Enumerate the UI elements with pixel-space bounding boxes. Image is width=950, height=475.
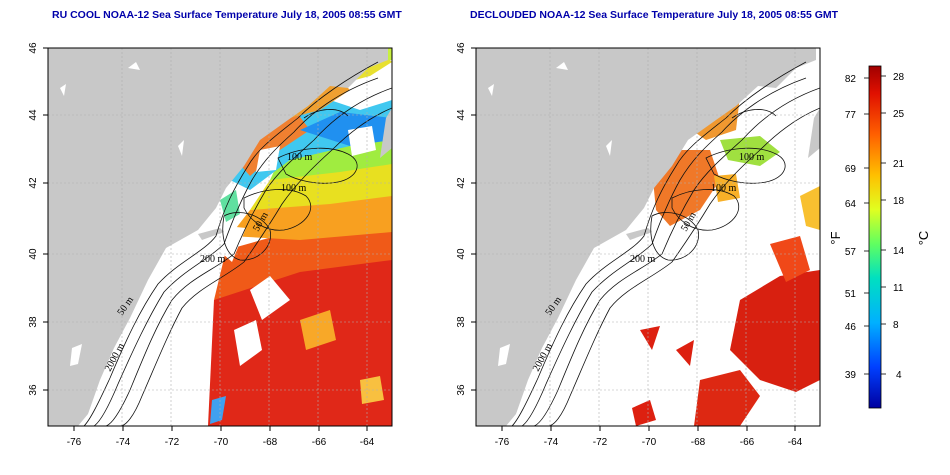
right-lon-tick: -66 <box>740 437 755 448</box>
left-lon-tick: -74 <box>116 437 131 448</box>
left-contour-label-1: 100 m <box>287 152 313 163</box>
right-lat-tick: 38 <box>456 316 467 328</box>
f-tick: 46 <box>845 322 857 333</box>
c-tick: 25 <box>893 109 905 120</box>
c-tick: 18 <box>893 196 905 207</box>
right-lon-tick: -68 <box>691 437 706 448</box>
right-lon-tick: -76 <box>495 437 510 448</box>
right-contour-label-4: 200 m <box>630 254 656 265</box>
c-tick: 28 <box>893 72 905 83</box>
colorbar-unit-fahrenheit: °F <box>828 231 843 244</box>
colorbar-celsius-ticks: 28 25 21 18 14 11 8 4 <box>893 72 905 381</box>
right-lon-axis: -76 -74 -72 -70 -68 -66 -64 <box>495 437 803 448</box>
left-lon-tick: -70 <box>214 437 229 448</box>
c-tick: 21 <box>893 159 905 170</box>
left-contour-label-2: 100 m <box>281 183 307 194</box>
f-tick: 57 <box>845 247 857 258</box>
right-contour-label-1: 100 m <box>739 152 765 163</box>
left-map-panel: 100 m 100 m 50 m 200 m 50 m 2000 m -76 -… <box>28 42 392 448</box>
left-lon-axis: -76 -74 -72 -70 -68 -66 -64 <box>67 437 375 448</box>
f-tick: 39 <box>845 370 857 381</box>
right-lat-axis: 46 44 42 40 38 36 <box>456 42 467 396</box>
left-lat-tick: 46 <box>28 42 39 54</box>
left-lat-tick: 40 <box>28 248 39 260</box>
left-lon-tick: -76 <box>67 437 82 448</box>
right-lon-tick: -64 <box>788 437 803 448</box>
right-contour-label-2: 100 m <box>711 183 737 194</box>
right-lat-tick: 42 <box>456 177 467 189</box>
left-lat-tick: 36 <box>28 384 39 396</box>
c-tick: 11 <box>893 283 904 294</box>
f-tick: 64 <box>845 199 857 210</box>
f-tick: 51 <box>845 289 857 300</box>
left-lon-tick: -68 <box>263 437 278 448</box>
f-tick: 69 <box>845 164 857 175</box>
left-contour-label-4: 200 m <box>200 254 226 265</box>
right-lat-tick: 44 <box>456 109 467 121</box>
right-lat-tick: 36 <box>456 384 467 396</box>
left-lon-tick: -72 <box>165 437 180 448</box>
colorbar: 82 77 69 64 57 51 46 39 28 25 21 18 14 1… <box>828 66 931 408</box>
left-lon-tick: -66 <box>312 437 327 448</box>
left-lat-tick: 44 <box>28 109 39 121</box>
c-tick: 14 <box>893 246 905 257</box>
left-lat-tick: 42 <box>28 177 39 189</box>
c-tick: 8 <box>893 320 899 331</box>
colorbar-gradient <box>869 66 881 408</box>
f-tick: 77 <box>845 110 857 121</box>
left-lon-tick: -64 <box>360 437 375 448</box>
right-map-panel: 100 m 100 m 50 m 200 m 50 m 2000 m -76 -… <box>456 42 820 448</box>
colorbar-unit-celsius: °C <box>916 231 931 246</box>
right-lon-tick: -72 <box>593 437 608 448</box>
right-lon-tick: -74 <box>544 437 559 448</box>
colorbar-fahrenheit-ticks: 82 77 69 64 57 51 46 39 <box>845 74 857 381</box>
f-tick: 82 <box>845 74 857 85</box>
left-lat-axis: 46 44 42 40 38 36 <box>28 42 39 396</box>
right-lat-tick: 46 <box>456 42 467 54</box>
left-lat-tick: 38 <box>28 316 39 328</box>
c-tick: 4 <box>896 370 902 381</box>
right-lon-tick: -70 <box>642 437 657 448</box>
right-lat-tick: 40 <box>456 248 467 260</box>
